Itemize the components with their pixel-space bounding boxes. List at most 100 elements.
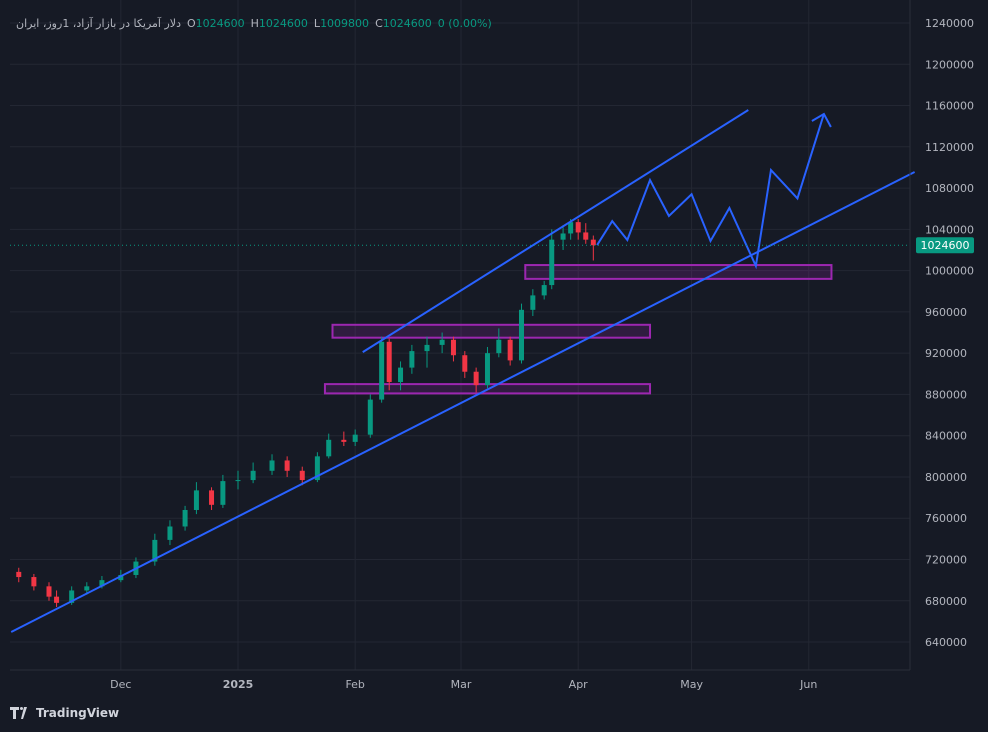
y-tick-label: 1240000 [925,17,974,30]
y-tick-label: 760000 [925,512,967,525]
open-group: O1024600 [187,17,245,30]
price-chart[interactable]: 640000 680000 720000 760000 800000 840000 8800… [0,0,988,700]
candle-body [439,339,445,345]
y-tick-label: 1120000 [925,141,974,154]
open-value: 1024600 [195,17,245,30]
candle-body [209,490,215,505]
candles [16,219,596,607]
candle-body [530,295,536,310]
projection-path [596,113,825,270]
y-tick-label: 800000 [925,471,967,484]
candle-body [590,239,596,246]
candle-body [484,353,490,386]
candle-body [152,539,158,562]
last-price-label: 1024600 [921,239,970,252]
x-tick-label: May [680,678,703,691]
channel-trend-line [362,109,749,353]
y-tick-label: 920000 [925,347,967,360]
candle-body [182,509,188,527]
high-group: H1024600 [251,17,308,30]
x-tick-label: Dec [110,678,131,691]
candle-body [575,222,581,233]
candle-body [16,571,22,578]
candle-body [386,341,392,383]
candle-body [549,239,555,286]
candle-body [379,341,385,400]
change-value: 0 (0.00%) [437,17,492,30]
candle-body [352,434,358,442]
candle-body [31,577,37,587]
candle-body [193,490,199,510]
brand-label: TradingView [36,706,120,720]
candle-body [568,222,574,234]
candle-body [507,339,513,361]
last-price-badge: 1024600 [916,237,974,254]
y-tick-label: 1160000 [925,100,974,113]
x-tick-label: Jun [799,678,817,691]
y-tick-label: 640000 [925,636,967,649]
candle-body [250,470,256,481]
candle-body [541,285,547,296]
candle-body [519,309,524,361]
trend-lines[interactable] [10,109,916,633]
candle-body [326,439,332,457]
candle-body [299,470,305,481]
candle-body [583,232,589,240]
candle-body [284,460,290,471]
x-tick-label: 2025 [223,678,254,691]
y-tick-label: 1200000 [925,58,974,71]
low-value: 1009800 [320,17,370,30]
high-value: 1024600 [258,17,308,30]
candle-body [398,367,404,383]
y-tick-label: 960000 [925,306,967,319]
y-tick-label: 840000 [925,430,967,443]
high-label: H [250,17,259,30]
support-resistance-zone [331,323,652,339]
y-tick-label: 720000 [925,554,967,567]
y-tick-label: 1080000 [925,182,974,195]
price-axis[interactable]: 640000 680000 720000 760000 800000 840000 8800… [925,17,974,649]
candle-body [341,439,347,442]
support-resistance-zone [524,264,833,280]
y-tick-label: 1000000 [925,265,974,278]
channel-trend-line [10,171,916,633]
open-label: O [186,17,196,30]
tradingview-logo-icon [10,707,27,719]
close-group: C1024600 [375,17,432,30]
projection-arrow-head [811,112,832,128]
candle-body [235,480,241,482]
candle-body [220,481,226,505]
candle-body [269,460,275,471]
candle-body [84,586,90,591]
x-tick-label: Feb [345,678,364,691]
candle-body [46,586,52,597]
candle-body [424,344,430,352]
y-tick-label: 680000 [925,595,967,608]
candle-body [450,339,456,356]
candle-body [69,590,75,603]
low-group: L1009800 [314,17,369,30]
symbol-legend: دلار آمریکا در بازار آزاد، 1روز، ایران O… [16,17,492,30]
candle-body [367,399,373,435]
candle-body [462,355,468,372]
y-tick-label: 1040000 [925,223,974,236]
x-tick-label: Apr [569,678,589,691]
x-tick-label: Mar [451,678,472,691]
y-tick-label: 880000 [925,388,967,401]
time-axis[interactable]: Dec 2025 Feb Mar Apr May Jun [110,678,817,691]
candle-body [560,233,566,240]
candle-body [314,456,320,481]
grid [10,0,910,670]
close-label: C [375,17,383,30]
low-label: L [313,17,321,30]
close-value: 1024600 [382,17,432,30]
candle-body [54,596,60,603]
candle-body [473,371,479,386]
candle-body [167,526,173,540]
candle-body [496,339,502,354]
candle-body [118,574,124,581]
symbol-title: دلار آمریکا در بازار آزاد، 1روز، ایران [16,17,181,30]
candle-body [409,351,415,368]
candle-body [99,580,105,587]
tradingview-brand[interactable]: TradingView [10,706,119,720]
